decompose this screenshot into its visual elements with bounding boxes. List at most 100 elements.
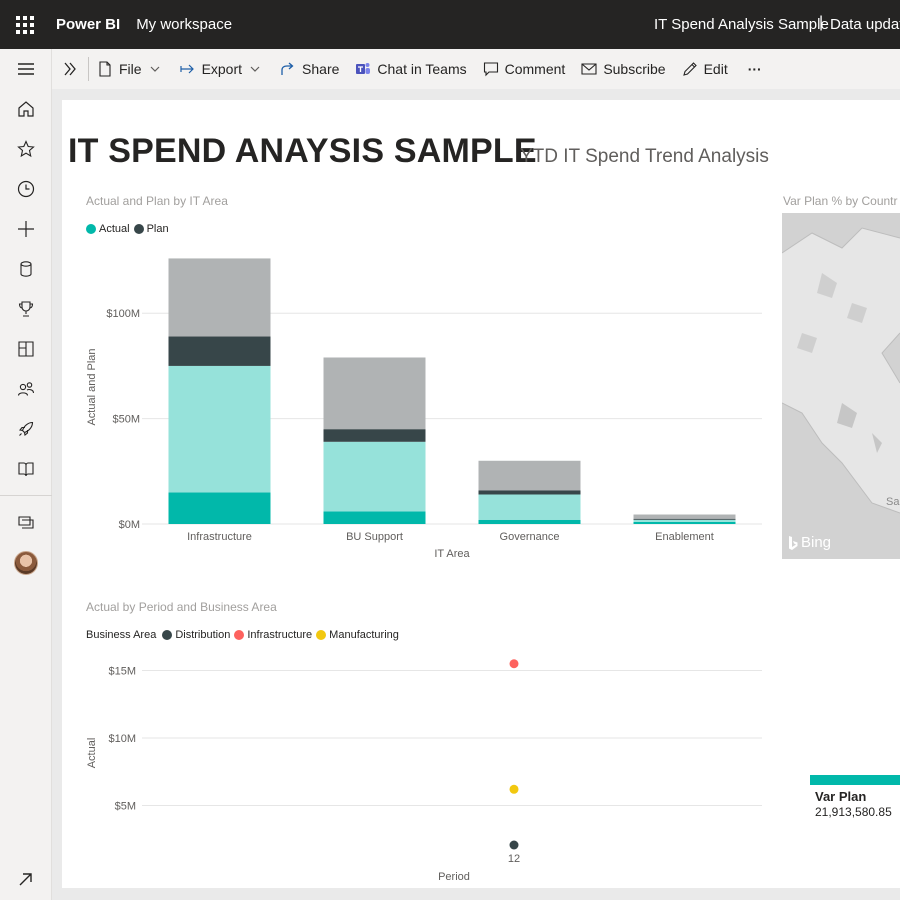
share-icon xyxy=(281,62,294,75)
legend-label-infrastructure: Infrastructure xyxy=(247,629,313,641)
card-value: 21,913,580.85 xyxy=(815,805,892,819)
bar-segment xyxy=(168,492,271,524)
x-tick-label: Infrastructure xyxy=(187,531,252,543)
card-accent-bar xyxy=(810,775,900,785)
arrow-up-right-icon xyxy=(19,873,32,886)
y-axis-label: Actual and Plan xyxy=(86,348,98,425)
app-launcher-button[interactable] xyxy=(0,0,50,49)
nav-learn[interactable] xyxy=(0,409,52,449)
legend-item-infrastructure[interactable]: Infrastructure xyxy=(234,629,312,641)
nav-datasets[interactable] xyxy=(0,249,52,289)
export-arrow-icon xyxy=(179,64,194,74)
bar-segment xyxy=(478,494,581,520)
nav-menu-button[interactable] xyxy=(0,49,52,89)
nav-shared-with-me[interactable] xyxy=(0,369,52,409)
chat-in-teams-label: Chat in Teams xyxy=(377,61,467,77)
nav-workspaces[interactable] xyxy=(0,449,52,489)
x-tick-label: BU Support xyxy=(346,531,403,543)
nav-my-workspace[interactable] xyxy=(0,503,52,543)
title-separator: | xyxy=(819,14,824,31)
y-axis-label: Actual xyxy=(86,738,98,769)
y-tick-label: $15M xyxy=(108,666,136,678)
star-icon xyxy=(17,140,35,158)
brand-link[interactable]: Power BI xyxy=(56,16,121,33)
user-avatar[interactable] xyxy=(14,551,38,575)
legend-item-manufacturing[interactable]: Manufacturing xyxy=(316,629,399,641)
report-title[interactable]: IT Spend Analysis Sample xyxy=(654,16,829,33)
nav-apps[interactable] xyxy=(0,329,52,369)
more-options-button[interactable]: ··· xyxy=(748,49,762,89)
card-label: Var Plan xyxy=(815,789,867,804)
apps-icon xyxy=(18,341,34,357)
trophy-icon xyxy=(18,301,34,317)
legend-dot-plan xyxy=(133,224,144,234)
expand-panes-button[interactable] xyxy=(62,49,84,89)
map-label-sa: Sa xyxy=(886,496,900,508)
bing-attribution: Bing xyxy=(788,534,831,551)
scatter-chart-legend: Business Area Distribution Infrastructur… xyxy=(86,629,403,641)
legend-label-distribution: Distribution xyxy=(175,629,231,641)
legend-label-plan: Plan xyxy=(146,223,169,235)
legend-dot-infrastructure xyxy=(234,630,245,640)
rocket-icon xyxy=(19,421,34,436)
legend-item-distribution[interactable]: Distribution xyxy=(162,629,230,641)
teams-icon xyxy=(356,63,371,74)
left-nav xyxy=(0,49,52,900)
bar-segment xyxy=(633,514,736,519)
clock-icon xyxy=(17,180,35,198)
file-label: File xyxy=(119,61,142,77)
top-bar: Power BI My workspace IT Spend Analysis … xyxy=(0,0,900,49)
people-icon xyxy=(17,382,35,396)
nav-home[interactable] xyxy=(0,89,52,129)
nav-expand-button[interactable] xyxy=(0,859,52,899)
nav-recent[interactable] xyxy=(0,169,52,209)
file-menu-button[interactable]: File xyxy=(97,49,160,89)
scatter-chart[interactable]: $5M $10M $15M Actual 12 Period xyxy=(62,645,782,888)
share-button[interactable]: Share xyxy=(280,49,339,89)
plus-icon xyxy=(18,221,34,237)
legend-item-plan[interactable]: Plan xyxy=(133,223,169,235)
x-tick-label: Governance xyxy=(500,531,560,543)
bar-segment xyxy=(168,336,271,366)
bar-segment xyxy=(478,490,581,495)
chevron-down-icon xyxy=(250,66,260,72)
legend-label-actual: Actual xyxy=(99,223,130,235)
nav-favorites[interactable] xyxy=(0,129,52,169)
file-icon xyxy=(99,61,111,77)
subscribe-button[interactable]: Subscribe xyxy=(581,49,666,89)
map-land-shapes: Sa xyxy=(782,213,900,559)
workspace-link[interactable]: My workspace xyxy=(136,16,233,33)
mail-icon xyxy=(581,63,597,75)
x-tick-label: Enablement xyxy=(655,531,714,543)
bar-segment xyxy=(633,521,736,524)
nav-create[interactable] xyxy=(0,209,52,249)
export-label: Export xyxy=(201,61,243,77)
y-tick-label: $10M xyxy=(108,733,136,745)
bar-chart[interactable]: $0M $50M $100M Actual and Plan Infrastructur… xyxy=(62,240,782,560)
legend-label-manufacturing: Manufacturing xyxy=(329,629,399,641)
page-title: IT SPEND ANAYSIS SAMPLE xyxy=(68,132,537,170)
chevron-down-icon xyxy=(150,66,159,72)
comment-button[interactable]: Comment xyxy=(483,49,565,89)
export-menu-button[interactable]: Export xyxy=(179,49,260,89)
nav-goals[interactable] xyxy=(0,289,52,329)
x-axis-label: Period xyxy=(438,871,470,883)
bar-segment xyxy=(168,365,271,493)
bar-segment xyxy=(323,429,426,442)
bar-segment xyxy=(478,519,581,524)
bar-segment xyxy=(323,357,426,430)
data-updated-text[interactable]: Data updat xyxy=(830,16,900,33)
y-tick-label: $5M xyxy=(115,801,136,813)
scatter-point xyxy=(509,784,519,794)
edit-button[interactable]: Edit xyxy=(682,49,728,89)
legend-dot-actual xyxy=(86,224,96,234)
scatter-point xyxy=(509,659,519,669)
legend-item-actual[interactable]: Actual xyxy=(86,223,130,235)
more-options-label: ··· xyxy=(747,61,762,77)
page-subtitle: YTD IT Spend Trend Analysis xyxy=(520,146,769,167)
subscribe-label: Subscribe xyxy=(603,61,666,77)
y-tick-label: $50M xyxy=(112,414,140,426)
map-visual[interactable]: Sa Bing xyxy=(782,213,900,559)
report-canvas: IT SPEND ANAYSIS SAMPLE YTD IT Spend Tre… xyxy=(62,100,900,888)
chat-in-teams-button[interactable]: Chat in Teams xyxy=(355,49,467,89)
